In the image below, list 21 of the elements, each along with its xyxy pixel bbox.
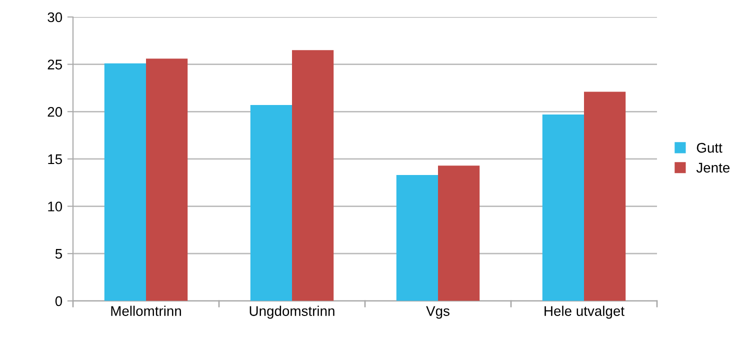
x-tick-label: Hele utvalget bbox=[544, 306, 624, 319]
y-tick-label: 15 bbox=[48, 154, 62, 164]
bar bbox=[396, 175, 438, 301]
y-tick-label: 5 bbox=[55, 249, 62, 259]
y-tick-label: 0 bbox=[55, 296, 62, 306]
x-tick-label: Vgs bbox=[426, 306, 450, 319]
y-tick-label: 25 bbox=[48, 60, 62, 70]
x-tick-label: Ungdomstrinn bbox=[250, 306, 334, 319]
y-tick-label: 10 bbox=[48, 202, 62, 212]
bar bbox=[104, 63, 146, 301]
bar bbox=[146, 58, 188, 301]
x-tick-label: Mellomtrinn bbox=[111, 306, 181, 316]
bar bbox=[250, 105, 292, 301]
bar bbox=[542, 114, 584, 301]
legend-label: Jente bbox=[696, 162, 730, 173]
bar bbox=[292, 50, 334, 301]
bar bbox=[584, 92, 626, 301]
y-tick-label: 30 bbox=[48, 12, 62, 22]
legend-label: Gutt bbox=[696, 142, 722, 153]
y-tick-label: 20 bbox=[48, 106, 62, 117]
bar bbox=[438, 166, 480, 301]
